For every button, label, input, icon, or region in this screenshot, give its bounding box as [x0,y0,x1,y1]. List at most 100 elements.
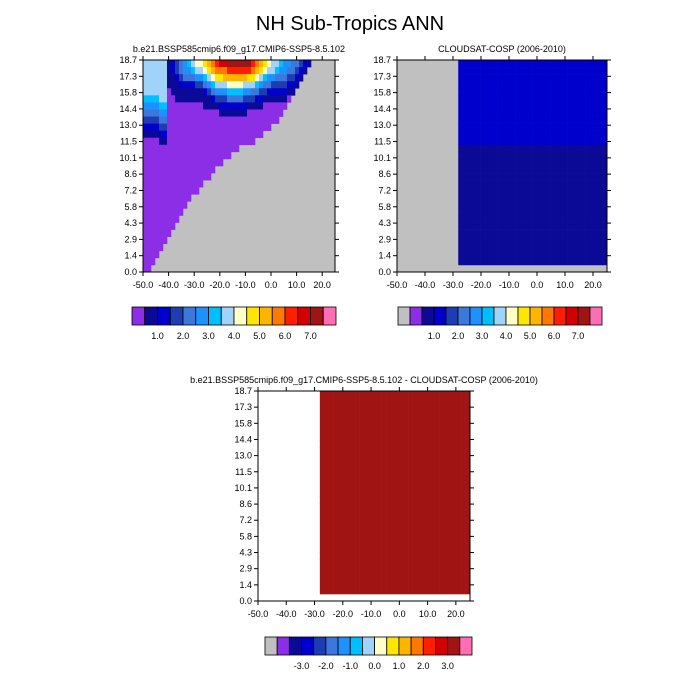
heatmap-cell [243,109,248,117]
heatmap-cell [175,95,180,103]
heatmap-cell [572,95,577,103]
heatmap-cell [377,440,382,448]
heatmap-cell [394,510,400,518]
heatmap-cell [480,151,485,160]
heatmap-cell [346,454,352,462]
heatmap-cell [493,116,498,124]
heatmap-cell [324,412,329,420]
heatmap-cell [151,173,156,181]
heatmap-cell [171,102,176,110]
heatmap-cell [247,60,252,68]
heatmap-cell [163,151,168,160]
heatmap-cell [550,208,555,216]
heatmap-cell [359,496,365,504]
heatmap-cell [458,130,463,139]
heatmap-cell [187,67,192,75]
heatmap-cell [412,391,418,399]
heatmap-cell [480,88,485,96]
heatmap-cell [239,123,244,131]
heatmap-cell [147,215,152,223]
heatmap-cell [324,587,329,595]
heatmap-cell [465,405,471,413]
heatmap-cell [563,95,568,103]
heatmap-cell [425,454,431,462]
heatmap-cell [255,116,260,124]
heatmap-cell [163,74,168,82]
heatmap-cell [337,405,343,413]
heatmap-cell [434,573,440,581]
heatmap-cell [403,559,409,567]
heatmap-cell [243,81,248,89]
heatmap-cell [167,158,172,167]
heatmap-cell [541,201,547,209]
heatmap-cell [425,573,431,581]
y-tick-label: 7.2 [124,185,137,195]
heatmap-cell [355,391,360,399]
y-tick-label: 18.7 [234,386,252,396]
heatmap-cell [580,208,586,216]
heatmap-cell [408,489,413,497]
colorbar-swatch [493,306,507,326]
heatmap-cell [510,158,516,167]
heatmap-cell [368,440,374,448]
heatmap-cell [355,545,360,553]
heatmap-cell [211,137,216,146]
heatmap-cell [456,587,462,595]
heatmap-cell [452,573,458,581]
heatmap-cell [187,95,192,103]
heatmap-cell [537,123,542,131]
heatmap-cell [255,102,260,110]
heatmap-cell [235,102,240,110]
heatmap-cell [239,130,244,139]
heatmap-cell [399,573,405,581]
heatmap-cell [567,243,573,252]
heatmap-cell [589,158,595,167]
heatmap-cell [523,257,529,266]
heatmap-cell [458,257,463,266]
heatmap-cell [147,95,152,103]
heatmap-cell [341,461,347,469]
heatmap-cell [554,243,560,252]
heatmap-cell [359,503,365,511]
heatmap-cell [155,67,160,75]
heatmap-cell [341,489,347,497]
heatmap-cell [151,151,156,160]
heatmap-cell [593,158,599,167]
heatmap-cell [147,236,152,245]
heatmap-cell [381,573,387,581]
heatmap-cell [171,81,176,89]
heatmap-cell [439,412,444,420]
colorbar-swatch [220,306,235,326]
heatmap-cell [267,109,272,117]
heatmap-cell [319,405,325,413]
heatmap-cell [465,426,471,434]
heatmap-cell [580,180,586,188]
heatmap-cell [550,67,555,75]
heatmap-cell [324,503,329,511]
heatmap-cell [523,236,529,245]
heatmap-cell [585,116,590,124]
heatmap-cell [219,123,224,131]
heatmap-cell [461,419,466,427]
heatmap-cell [519,88,525,96]
heatmap-cell [319,447,325,455]
heatmap-cell [243,123,248,131]
heatmap-cell [171,166,176,174]
heatmap-cell [399,440,405,448]
heatmap-cell [183,180,188,188]
heatmap-cell [497,88,503,96]
heatmap-cell [187,81,192,89]
heatmap-cell [377,587,382,595]
heatmap-cell [528,187,533,195]
y-tick-label: 14.4 [234,434,252,444]
heatmap-cell [439,398,444,406]
heatmap-cell [452,538,458,546]
heatmap-cell [545,158,551,167]
heatmap-cell [576,208,582,216]
heatmap-cell [195,151,200,160]
x-tick-label: -30.0 [304,609,325,619]
heatmap-cell [461,545,466,553]
heatmap-cell [452,433,458,441]
heatmap-cell [545,151,551,160]
heatmap-cell [589,173,595,181]
